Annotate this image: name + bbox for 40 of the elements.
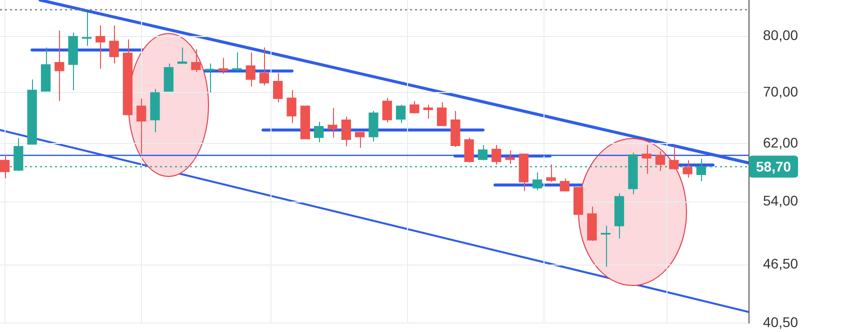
- candlestick: [0, 154, 10, 179]
- y-tick-label: 62,00: [763, 134, 798, 151]
- candlestick: [382, 97, 392, 123]
- y-tick-label: 70,00: [763, 83, 798, 100]
- candlestick: [259, 47, 270, 86]
- candlestick: [423, 104, 433, 120]
- candlestick: [286, 90, 296, 124]
- y-tick-label: 46,50: [763, 256, 798, 272]
- candlestick: [328, 107, 338, 138]
- candlestick: [642, 144, 652, 174]
- candlestick: [177, 47, 188, 64]
- y-tick-label: 80,00: [763, 27, 798, 44]
- candlestick: [546, 164, 556, 183]
- candlestick: [560, 178, 570, 192]
- candlestick: [682, 160, 692, 178]
- candlestick: [109, 24, 119, 64]
- candlestick: [410, 100, 420, 114]
- candlestick: [314, 121, 324, 143]
- candlestick: [354, 132, 365, 148]
- candlestick: [655, 150, 666, 172]
- candlestick: [246, 52, 256, 88]
- candlestick: [478, 144, 488, 161]
- candlestick: [492, 144, 502, 166]
- candlestick: [532, 172, 542, 191]
- candlestick: [341, 116, 351, 147]
- y-tick-label: 40,50: [763, 314, 798, 330]
- candlestick: [96, 24, 106, 70]
- candlestick: [191, 48, 201, 72]
- candlestick: [54, 30, 64, 102]
- candlestick: [218, 57, 228, 74]
- candlestick: [232, 52, 242, 72]
- candlestick: [436, 102, 447, 126]
- candlestick: [669, 146, 679, 170]
- candlestick: [464, 137, 474, 163]
- candlestick: [396, 104, 406, 124]
- y-tick-label: 54,00: [763, 192, 798, 209]
- candlestick: [136, 98, 146, 154]
- candlestick: [505, 150, 515, 164]
- ref-line-label: 58,70: [756, 158, 792, 175]
- candlestick: [273, 72, 283, 103]
